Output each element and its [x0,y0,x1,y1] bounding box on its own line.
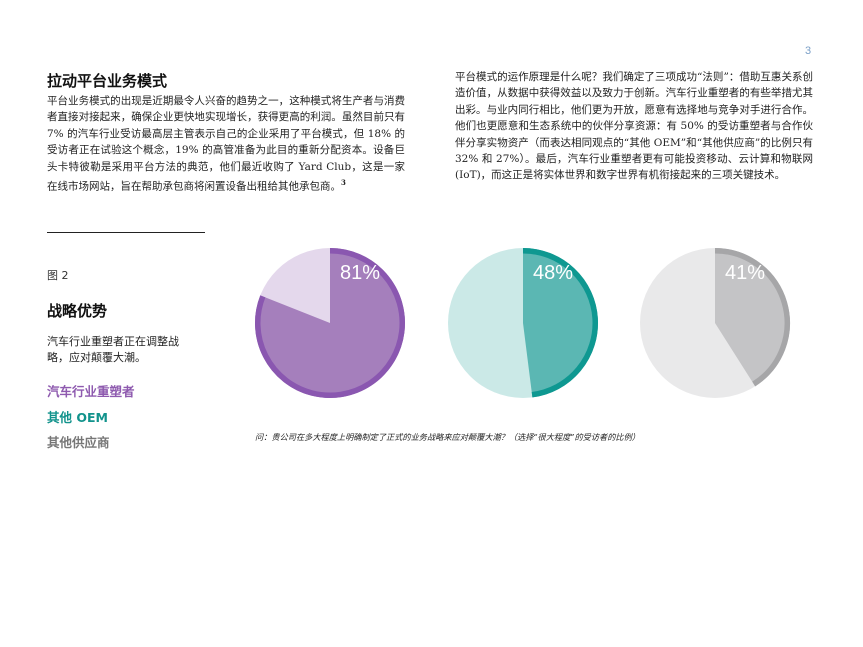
figure-description: 汽车行业重塑者正在调整战略，应对颠覆大潮。 [47,335,179,364]
pie-label-other-suppliers: 41% [725,262,765,284]
pie-other-suppliers: 41% [640,248,791,398]
pie-charts: 81% 48% 41% [255,248,791,398]
pie-ring-other-suppliers [714,248,790,387]
pie-ring-disruptors [255,248,405,398]
pie-slice-disruptors [255,248,406,398]
survey-question: 问：贵公司在多大程度上明确制定了正式的业务战略来应对颠覆大潮？（选择“很大程度”… [255,432,640,442]
figure-title: 战略优势 [47,302,108,320]
footnote-marker: 3 [341,178,346,188]
page-number: 3 [805,45,812,57]
pie-label-disruptors: 81% [340,262,380,284]
pie-slice-other-oem [523,248,598,398]
pie-disruptors: 81% [255,248,406,398]
section-divider [47,232,205,233]
legend-item-other-oem: 其他 OEM [47,410,108,425]
left-paragraph-text: 平台业务模式的出现是近期最令人兴奋的趋势之一，这种模式将生产者与消费者直接对接起… [47,95,405,193]
right-paragraph: 平台模式的运作原理是什么呢？我们确定了三项成功“法则”：借助互惠关系创造价值，从… [455,71,813,182]
pie-label-other-oem: 48% [533,262,573,284]
section-title: 拉动平台业务模式 [47,72,168,90]
pie-slice-other-suppliers [715,248,791,387]
pie-ring-other-oem [522,248,598,398]
legend-item-disruptors: 汽车行业重塑者 [47,384,135,399]
left-paragraph: 平台业务模式的出现是近期最令人兴奋的趋势之一，这种模式将生产者与消费者直接对接起… [47,93,405,195]
pie-other-oem: 48% [448,248,598,398]
figure-label: 图 2 [47,269,69,282]
legend-item-other-suppliers: 其他供应商 [47,435,110,450]
